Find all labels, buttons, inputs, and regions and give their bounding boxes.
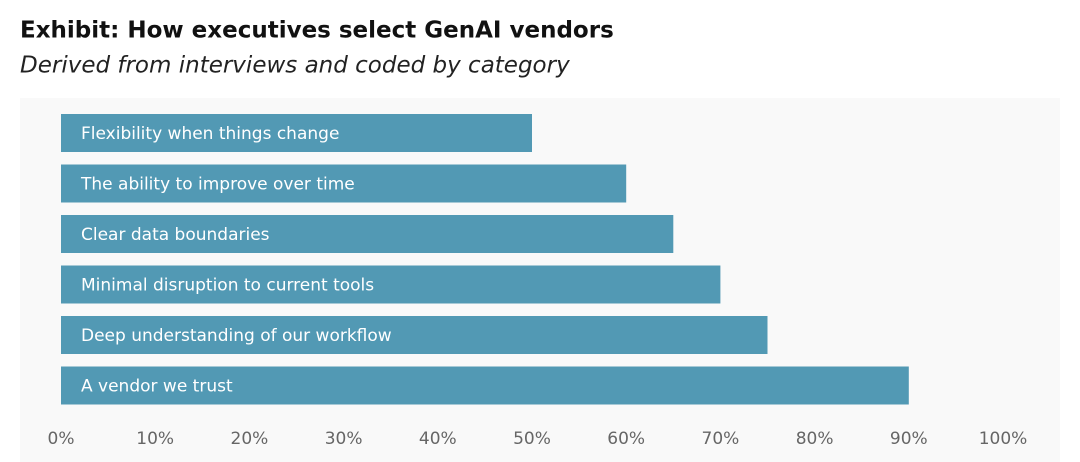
bar-label: Minimal disruption to current tools xyxy=(81,276,374,296)
bar-label: Flexibility when things change xyxy=(81,124,339,144)
x-tick-label: 10% xyxy=(136,429,174,449)
bar xyxy=(61,366,909,405)
bar xyxy=(61,215,674,253)
bar xyxy=(61,265,721,304)
bar-label: A vendor we trust xyxy=(81,377,233,397)
x-tick-label: 40% xyxy=(419,429,457,449)
x-tick-label: 90% xyxy=(890,429,928,449)
x-tick-label: 80% xyxy=(796,429,834,449)
bar xyxy=(61,164,627,203)
x-tick-label: 100% xyxy=(979,429,1028,449)
x-tick-label: 30% xyxy=(325,429,363,449)
bar-label: Clear data boundaries xyxy=(81,225,270,245)
x-tick-label: 70% xyxy=(702,429,740,449)
x-tick-label: 20% xyxy=(231,429,269,449)
x-tick-label: 50% xyxy=(513,429,551,449)
x-tick-label: 60% xyxy=(607,429,645,449)
bar-label: Deep understanding of our workflow xyxy=(81,326,392,346)
chart-subtitle: Derived from interviews and coded by cat… xyxy=(20,53,570,79)
x-tick-label: 0% xyxy=(48,429,75,449)
bar-label: The ability to improve over time xyxy=(80,175,355,195)
chart-title: Exhibit: How executives select GenAI ven… xyxy=(20,18,614,44)
bar xyxy=(61,316,768,354)
bar xyxy=(61,114,532,152)
